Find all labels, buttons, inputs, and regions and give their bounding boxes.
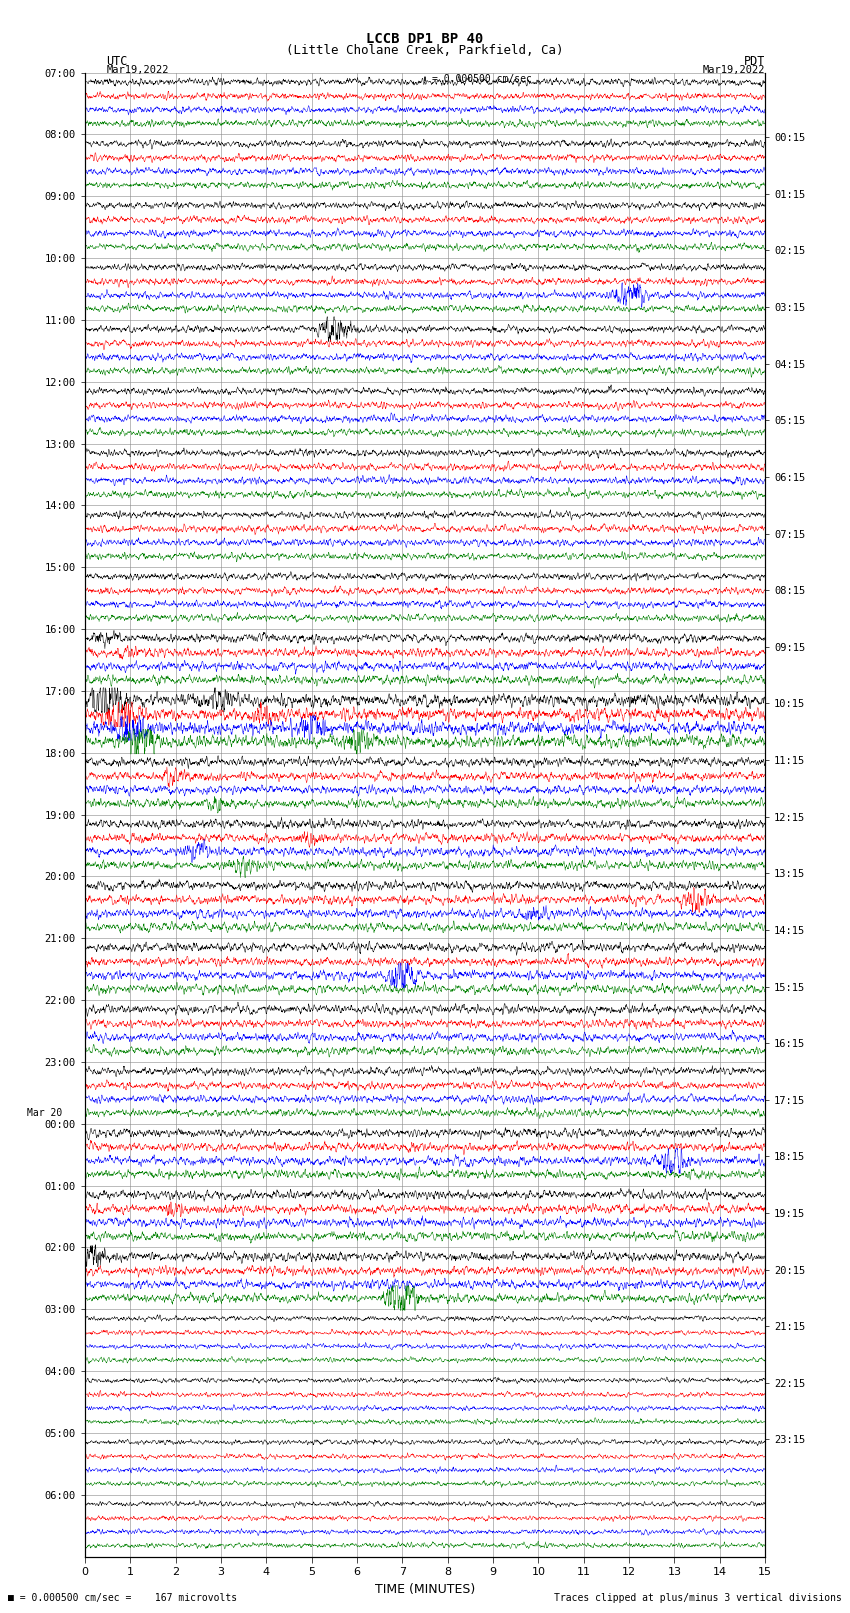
Text: Mar19,2022: Mar19,2022 (702, 65, 765, 74)
Text: = 0.000500 cm/sec: = 0.000500 cm/sec (432, 74, 532, 84)
Text: Mar19,2022: Mar19,2022 (106, 65, 169, 74)
Text: ■ = 0.000500 cm/sec =    167 microvolts: ■ = 0.000500 cm/sec = 167 microvolts (8, 1594, 238, 1603)
Text: UTC: UTC (106, 55, 128, 68)
Text: Traces clipped at plus/minus 3 vertical divisions: Traces clipped at plus/minus 3 vertical … (553, 1594, 842, 1603)
X-axis label: TIME (MINUTES): TIME (MINUTES) (375, 1582, 475, 1595)
Text: PDT: PDT (744, 55, 765, 68)
Text: Mar 20: Mar 20 (27, 1108, 62, 1118)
Text: (Little Cholane Creek, Parkfield, Ca): (Little Cholane Creek, Parkfield, Ca) (286, 44, 564, 56)
Text: LCCB DP1 BP 40: LCCB DP1 BP 40 (366, 32, 484, 47)
